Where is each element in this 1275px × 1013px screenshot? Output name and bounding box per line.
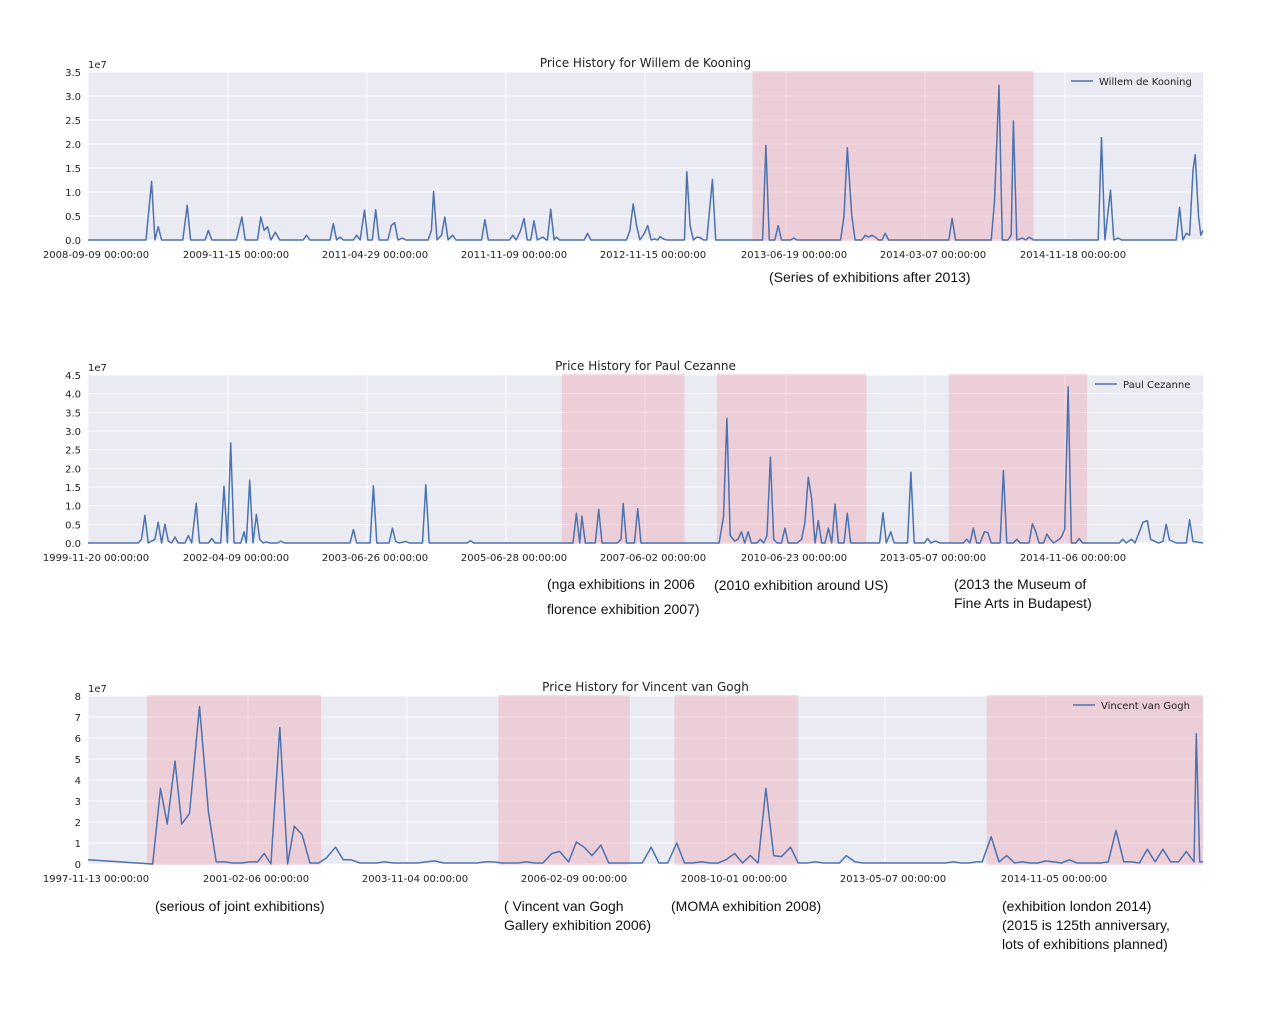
x-tick-label: 2002-04-09 00:00:00 [183, 553, 289, 564]
exhibition-period-band [948, 374, 1088, 544]
y-tick-label: 3.0 [65, 92, 81, 103]
x-tick-label: 2006-02-09 00:00:00 [521, 874, 627, 885]
y-tick-label: 4.0 [65, 390, 81, 401]
x-tick-label: 2013-05-07 00:00:00 [840, 874, 946, 885]
x-tick-label: 2008-10-01 00:00:00 [681, 874, 787, 885]
annotation-vangogh-2014: (exhibition london 2014) (2015 is 125th … [1002, 898, 1170, 952]
y-tick-label: 0.0 [65, 539, 81, 550]
y-tick-label: 1.5 [65, 164, 81, 175]
x-tick-label: 2013-05-07 00:00:00 [880, 553, 986, 564]
x-tick-label: 2009-11-15 00:00:00 [183, 250, 289, 261]
price-series-line [88, 386, 1204, 544]
y-tick-label: 3.5 [65, 408, 81, 419]
y-exponent-label: 1e7 [88, 60, 107, 71]
x-tick-label: 1997-11-13 00:00:00 [43, 874, 149, 885]
chart-title: Price History for Willem de Kooning [540, 56, 751, 70]
x-tick-label: 2007-06-02 00:00:00 [600, 553, 706, 564]
exhibition-period-band [752, 71, 1034, 241]
legend-label: Paul Cezanne [1123, 380, 1190, 391]
y-tick-label: 0.0 [65, 236, 81, 247]
y-tick-label: 1.0 [65, 188, 81, 199]
y-exponent-label: 1e7 [88, 684, 107, 695]
x-tick-label: 2013-06-19 00:00:00 [741, 250, 847, 261]
y-tick-label: 2 [75, 818, 81, 829]
y-tick-label: 8 [75, 692, 81, 703]
chart-panel-2: 0.0 0.5 1.0 1.5 2.0 2.5 3.0 3.5 4.0 4.5 1999-11-20… [43, 359, 1204, 564]
x-tick-label: 2011-04-29 00:00:00 [322, 250, 428, 261]
y-tick-label: 0 [75, 860, 81, 871]
y-tick-label: 4 [75, 776, 81, 787]
y-tick-label: 2.0 [65, 464, 81, 475]
y-exponent-label: 1e7 [88, 363, 107, 374]
price-series-line [87, 705, 1203, 865]
annotation-dekooning-2013: (Series of exhibitions after 2013) [769, 269, 971, 285]
y-tick-label: 1.0 [65, 502, 81, 513]
y-tick-label: 3.5 [65, 68, 81, 79]
annotation-cezanne-2010: (2010 exhibition around US) [714, 577, 889, 593]
y-tick-label: 7 [75, 713, 81, 724]
exhibition-period-band [716, 374, 867, 544]
y-tick-label: 2.0 [65, 140, 81, 151]
x-tick-label: 2014-11-06 00:00:00 [1020, 553, 1126, 564]
y-tick-label: 2.5 [65, 446, 81, 457]
x-tick-label: 2003-11-04 00:00:00 [362, 874, 468, 885]
chart-panel-3: 0 1 2 3 4 5 6 7 8 1997-11-13 00:00:00 2001-02-06 0… [43, 680, 1203, 885]
annotation-vangogh-2006: ( Vincent van Gogh Gallery exhibition 20… [504, 898, 652, 933]
x-tick-label: 2010-06-23 00:00:00 [741, 553, 847, 564]
x-tick-label: 2001-02-06 00:00:00 [203, 874, 309, 885]
y-tick-label: 1.5 [65, 483, 81, 494]
x-tick-label: 2008-09-09 00:00:00 [43, 250, 149, 261]
legend-label: Vincent van Gogh [1101, 701, 1190, 712]
x-tick-label: 2011-11-09 00:00:00 [461, 250, 567, 261]
y-tick-label: 0.5 [65, 212, 81, 223]
exhibition-period-band [498, 695, 630, 865]
x-tick-label: 2014-11-05 00:00:00 [1001, 874, 1107, 885]
annotation-cezanne-2007: florence exhibition 2007) [547, 601, 700, 617]
chart-panel-1: 0.0 0.5 1.0 1.5 2.0 2.5 3.0 3.5 2008-09-09 00:00… [43, 56, 1204, 261]
y-tick-label: 3 [75, 797, 81, 808]
price-series-line [88, 84, 1204, 241]
x-tick-label: 1999-11-20 00:00:00 [43, 553, 149, 564]
x-tick-label: 2003-06-26 00:00:00 [322, 553, 428, 564]
x-tick-label: 2012-11-15 00:00:00 [600, 250, 706, 261]
y-tick-label: 1 [75, 839, 81, 850]
annotation-cezanne-2013: (2013 the Museum of Fine Arts in Budapes… [954, 576, 1092, 611]
annotation-vangogh-joint: (serious of joint exhibitions) [155, 898, 325, 914]
annotation-vangogh-2008: (MOMA exhibition 2008) [671, 898, 822, 914]
exhibition-period-band [986, 695, 1203, 865]
y-tick-label: 2.5 [65, 116, 81, 127]
chart-title: Price History for Vincent van Gogh [542, 680, 749, 694]
y-tick-label: 3.0 [65, 427, 81, 438]
y-tick-label: 5 [75, 755, 81, 766]
exhibition-period-band [561, 374, 685, 544]
x-tick-label: 2014-11-18 00:00:00 [1020, 250, 1126, 261]
legend-label: Willem de Kooning [1099, 77, 1192, 88]
exhibition-period-band [674, 695, 799, 865]
x-tick-label: 2014-03-07 00:00:00 [880, 250, 986, 261]
x-tick-label: 2005-06-28 00:00:00 [461, 553, 567, 564]
y-tick-label: 4.5 [65, 371, 81, 382]
y-tick-label: 6 [75, 734, 81, 745]
chart-title: Price History for Paul Cezanne [555, 359, 736, 373]
annotation-cezanne-2006: (nga exhibitions in 2006 [547, 576, 695, 592]
y-tick-label: 0.5 [65, 520, 81, 531]
